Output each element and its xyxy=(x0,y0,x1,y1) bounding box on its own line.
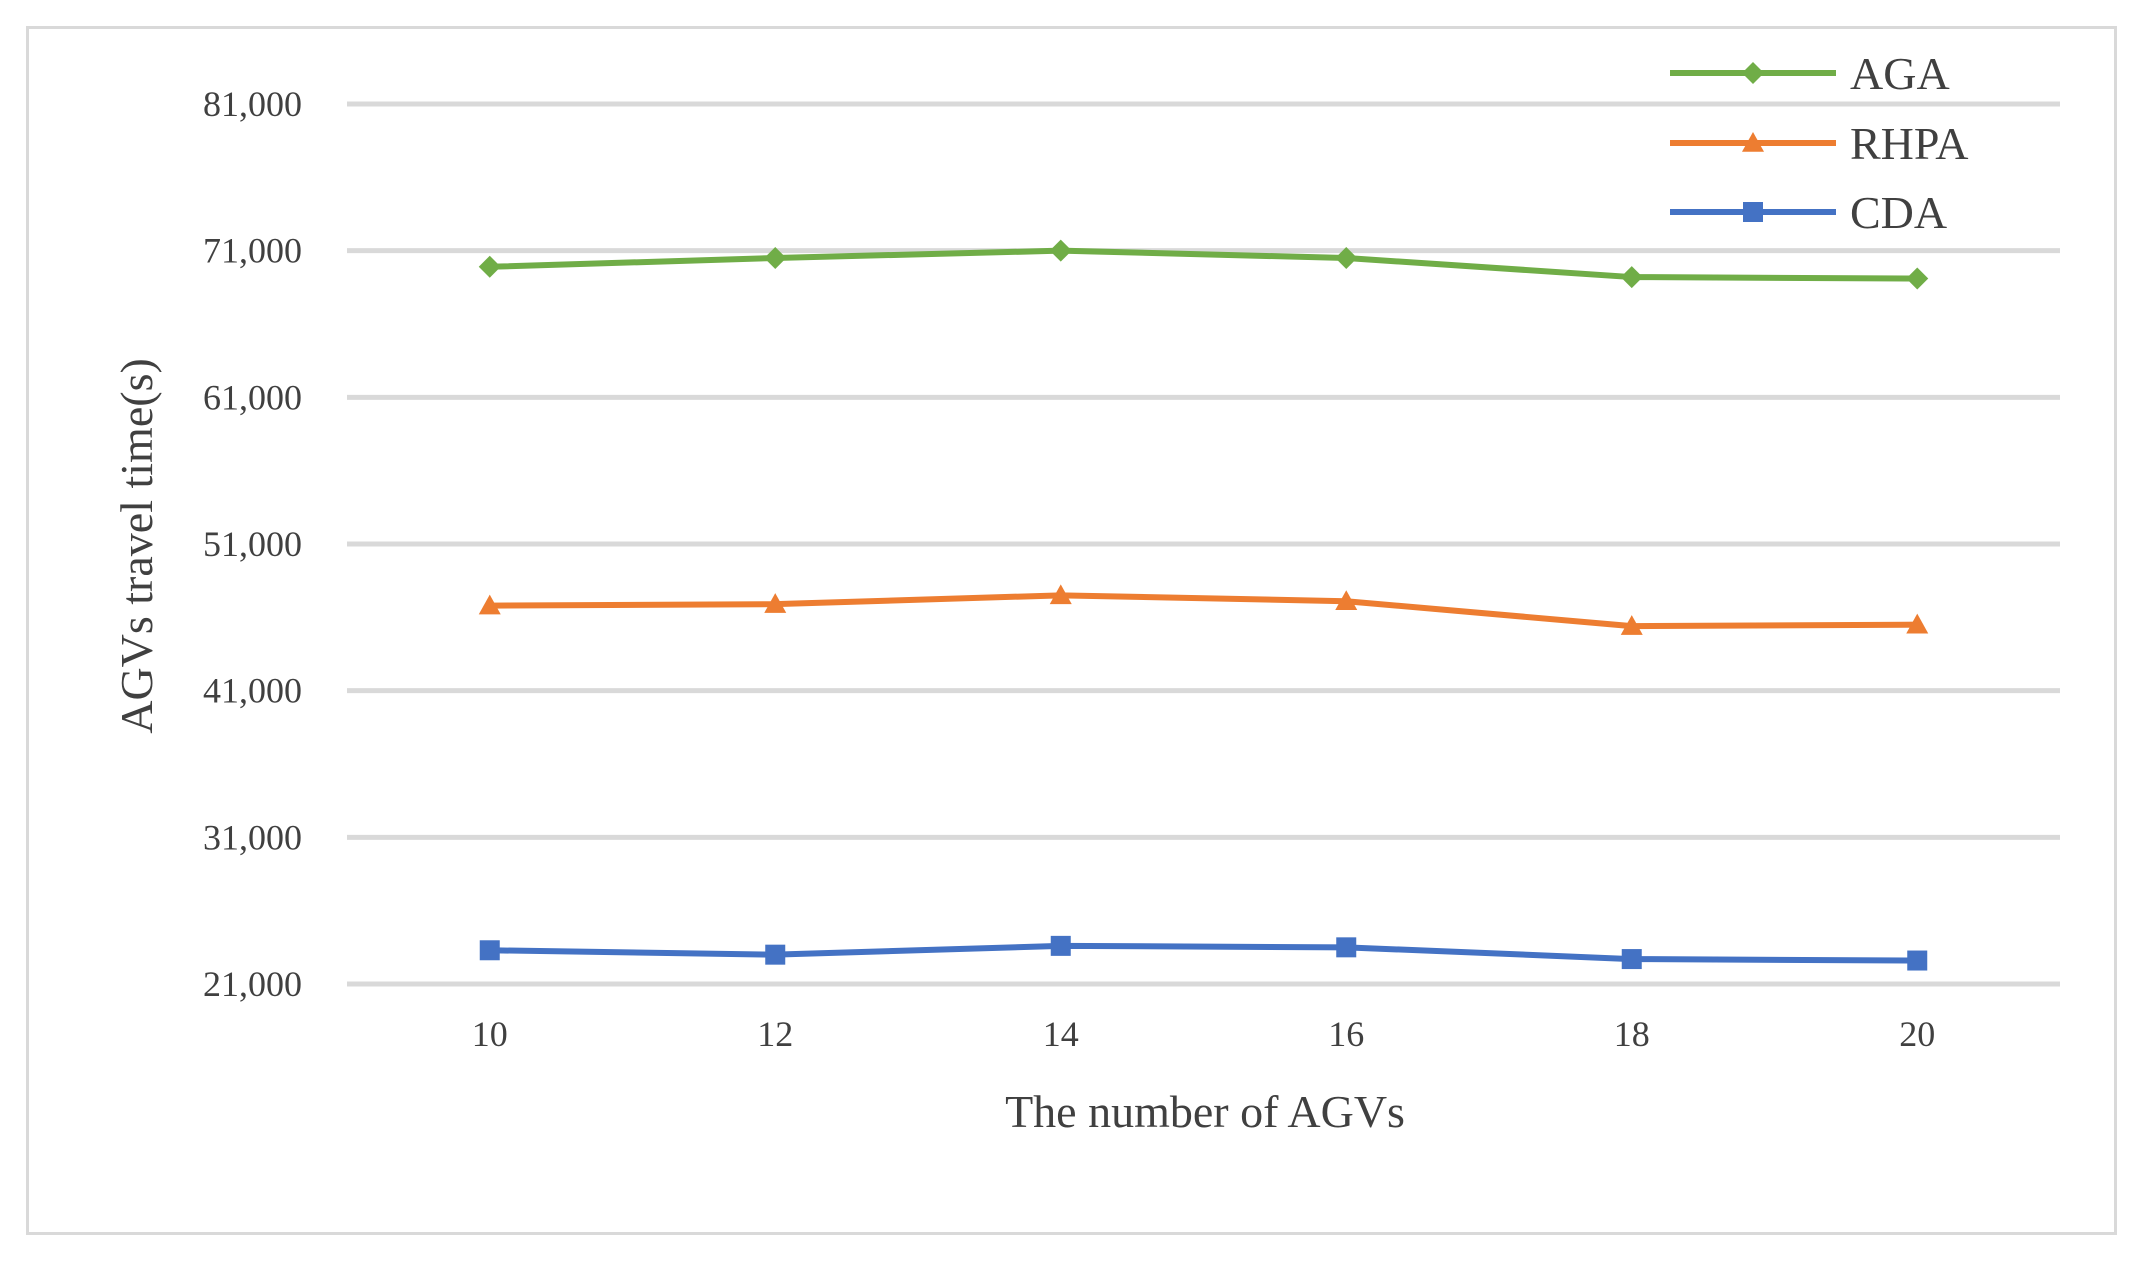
chart-frame xyxy=(26,26,2117,1235)
legend-item-aga: AGA xyxy=(1670,48,1950,99)
series-line-cda xyxy=(486,942,1921,964)
data-point-rhpa xyxy=(1335,590,1358,610)
series-layer xyxy=(478,239,1929,971)
y-axis-title: AGVs travel time(s) xyxy=(111,358,162,734)
data-point-rhpa xyxy=(1620,615,1643,635)
data-point-cda xyxy=(1050,935,1071,956)
legend-marker-aga xyxy=(1742,62,1764,84)
y-tick-label: 31,000 xyxy=(203,817,302,857)
legend-item-cda: CDA xyxy=(1670,187,1947,238)
x-tick-label: 20 xyxy=(1899,1014,1935,1054)
data-point-cda xyxy=(1336,937,1357,958)
gridlines xyxy=(347,101,2060,987)
y-tick-label: 61,000 xyxy=(203,377,302,417)
y-tick-label: 41,000 xyxy=(203,671,302,711)
legend-marker-rhpa xyxy=(1742,132,1764,152)
series-line-rhpa xyxy=(486,592,1921,630)
x-tick-label: 16 xyxy=(1328,1014,1364,1054)
data-point-cda xyxy=(479,940,500,961)
series-rhpa xyxy=(478,584,1929,635)
data-point-rhpa xyxy=(764,593,787,613)
legend: AGA RHPA CDA xyxy=(1670,48,1968,238)
legend-label-rhpa: RHPA xyxy=(1850,118,1968,169)
data-point-rhpa xyxy=(1906,613,1929,634)
legend-label-cda: CDA xyxy=(1850,187,1947,238)
data-point-aga xyxy=(1906,267,1929,290)
data-point-rhpa xyxy=(1049,584,1072,605)
data-point-aga xyxy=(1049,239,1072,262)
data-point-cda xyxy=(765,944,786,965)
x-tick-label: 14 xyxy=(1043,1014,1079,1054)
y-tick-label: 51,000 xyxy=(203,524,302,564)
x-tick-label: 12 xyxy=(757,1014,793,1054)
data-point-aga xyxy=(1335,247,1358,269)
data-point-cda xyxy=(1907,950,1928,971)
y-tick-label: 81,000 xyxy=(203,84,302,124)
series-aga xyxy=(478,239,1929,290)
x-axis-ticks: 10 12 14 16 18 20 xyxy=(472,1014,1936,1054)
y-axis-ticks: 21,000 31,000 41,000 51,000 61,000 71,000 81,0… xyxy=(203,84,302,1004)
y-tick-label: 71,000 xyxy=(203,231,302,271)
y-tick-label: 21,000 xyxy=(203,964,302,1004)
data-point-aga xyxy=(764,247,787,269)
legend-label-aga: AGA xyxy=(1850,48,1950,99)
series-cda xyxy=(479,935,1928,971)
data-point-cda xyxy=(1621,949,1642,970)
legend-item-rhpa: RHPA xyxy=(1670,118,1968,169)
data-point-rhpa xyxy=(478,594,501,615)
data-point-aga xyxy=(1620,266,1643,289)
legend-marker-cda xyxy=(1743,202,1763,222)
data-point-aga xyxy=(478,255,501,278)
x-tick-label: 10 xyxy=(472,1014,508,1054)
x-axis-title: The number of AGVs xyxy=(1005,1086,1405,1137)
series-line-aga xyxy=(486,247,1921,282)
x-tick-label: 18 xyxy=(1614,1014,1650,1054)
